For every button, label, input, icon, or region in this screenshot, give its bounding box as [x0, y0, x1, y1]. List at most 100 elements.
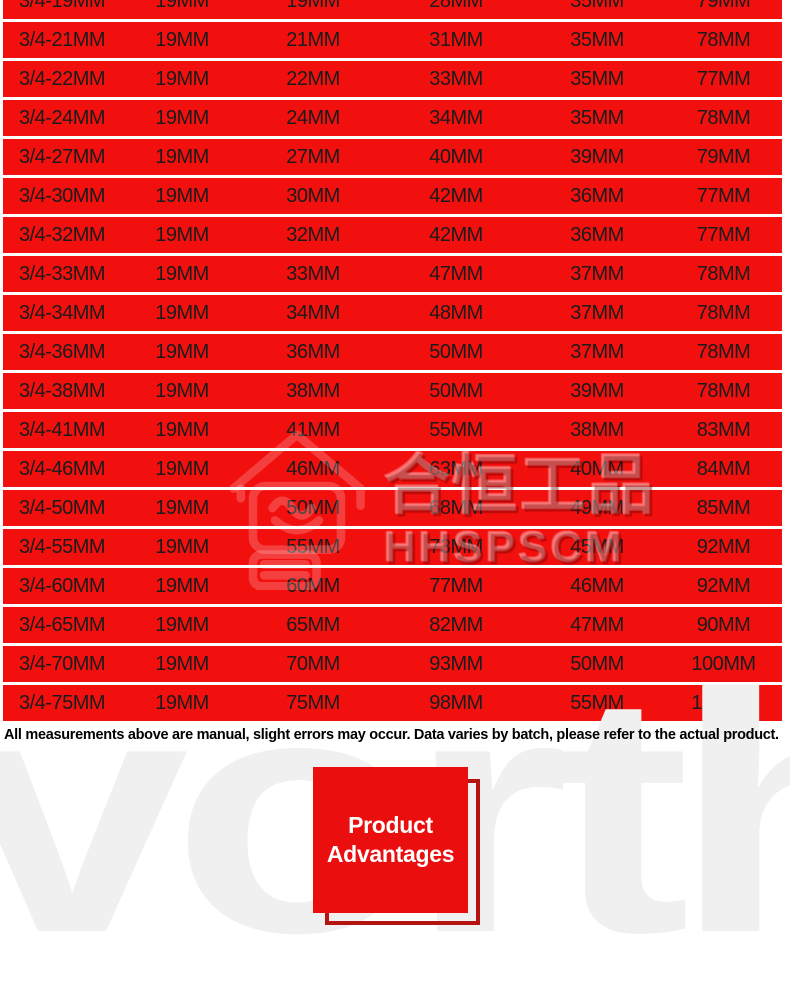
- table-cell: 73MM: [429, 535, 483, 558]
- badge-line-2: Advantages: [326, 841, 455, 867]
- table-cell: 19MM: [155, 418, 209, 441]
- table-cell: 19MM: [155, 574, 209, 597]
- table-cell: 3/4-50MM: [18, 496, 106, 519]
- table-cell: 19MM: [155, 535, 209, 558]
- table-cell: 19MM: [286, 0, 340, 12]
- table-cell: 38MM: [570, 418, 624, 441]
- table-row: 3/4-34MM 19MM 34MM 48MM 37MM 78MM: [3, 295, 782, 331]
- table-cell: 93MM: [429, 652, 483, 675]
- table-cell: 50MM: [286, 496, 340, 519]
- spec-table: 3/4-19MM 19MM 19MM 28MM 35MM 79MM 3/4-21MM 19MM…: [3, 0, 782, 721]
- table-cell: 35MM: [570, 67, 624, 90]
- table-row: 3/4-60MM 19MM 60MM 77MM 46MM 92MM: [3, 568, 782, 604]
- table-cell: 19MM: [155, 223, 209, 246]
- table-cell: 37MM: [570, 262, 624, 285]
- table-cell: 50MM: [429, 340, 483, 363]
- table-row: 3/4-19MM 19MM 19MM 28MM 35MM 79MM: [3, 0, 782, 19]
- table-cell: 19MM: [155, 457, 209, 480]
- table-cell: 78MM: [696, 379, 751, 402]
- table-cell: 19MM: [155, 28, 209, 51]
- table-cell: 90MM: [696, 613, 751, 636]
- table-cell: 77MM: [696, 67, 751, 90]
- table-cell: 36MM: [570, 184, 624, 207]
- table-cell: 30MM: [286, 184, 340, 207]
- table-cell: 19MM: [155, 379, 209, 402]
- table-cell: 34MM: [429, 106, 483, 129]
- table-cell: 19MM: [155, 652, 209, 675]
- table-cell: 40MM: [429, 145, 483, 168]
- table-cell: 19MM: [155, 262, 209, 285]
- table-row: 3/4-33MM 19MM 33MM 47MM 37MM 78MM: [3, 256, 782, 292]
- table-cell: 33MM: [286, 262, 340, 285]
- table-cell: 50MM: [429, 379, 483, 402]
- table-cell: 33MM: [429, 67, 483, 90]
- table-row: 3/4-32MM 19MM 32MM 42MM 36MM 77MM: [3, 217, 782, 253]
- table-cell: 55MM: [286, 535, 340, 558]
- table-cell: 83MM: [696, 418, 751, 441]
- table-cell: 46MM: [286, 457, 340, 480]
- table-cell: 68MM: [429, 496, 483, 519]
- table-cell: 35MM: [570, 0, 624, 12]
- table-cell: 92MM: [696, 574, 751, 597]
- table-cell: 19MM: [155, 184, 209, 207]
- table-cell: 36MM: [286, 340, 340, 363]
- table-cell: 19MM: [155, 691, 209, 714]
- table-row: 3/4-30MM 19MM 30MM 42MM 36MM 77MM: [3, 178, 782, 214]
- table-cell: 21MM: [286, 28, 340, 51]
- table-cell: 78MM: [696, 340, 751, 363]
- table-row: 3/4-22MM 19MM 22MM 33MM 35MM 77MM: [3, 61, 782, 97]
- table-cell: 3/4-65MM: [18, 613, 106, 636]
- table-cell: 85MM: [696, 496, 751, 519]
- table-cell: 75MM: [286, 691, 340, 714]
- table-cell: 98MM: [429, 691, 483, 714]
- table-cell: 82MM: [429, 613, 483, 636]
- table-cell: 55MM: [429, 418, 483, 441]
- table-row: 3/4-50MM 19MM 50MM 68MM 49MM 85MM: [3, 490, 782, 526]
- table-cell: 100MM: [691, 652, 756, 675]
- table-cell: 19MM: [155, 301, 209, 324]
- table-cell: 78MM: [696, 301, 751, 324]
- table-cell: 60MM: [286, 574, 340, 597]
- table-cell: 19MM: [155, 145, 209, 168]
- table-cell: 3/4-34MM: [18, 301, 106, 324]
- table-cell: 37MM: [570, 340, 624, 363]
- table-cell: 79MM: [696, 0, 751, 12]
- table-cell: 34MM: [286, 301, 340, 324]
- table-cell: 63MM: [429, 457, 483, 480]
- table-cell: 3/4-41MM: [18, 418, 106, 441]
- table-cell: 19MM: [155, 0, 209, 12]
- table-cell: 36MM: [570, 223, 624, 246]
- table-cell: 3/4-30MM: [18, 184, 106, 207]
- table-row: 3/4-27MM 19MM 27MM 40MM 39MM 79MM: [3, 139, 782, 175]
- table-cell: 3/4-38MM: [18, 379, 106, 402]
- table-cell: 46MM: [570, 574, 624, 597]
- table-cell: 3/4-32MM: [18, 223, 106, 246]
- table-cell: 70MM: [286, 652, 340, 675]
- table-cell: 77MM: [696, 223, 751, 246]
- table-cell: 37MM: [570, 301, 624, 324]
- table-cell: 31MM: [429, 28, 483, 51]
- table-cell: 3/4-22MM: [18, 67, 106, 90]
- table-cell: 84MM: [696, 457, 751, 480]
- table-cell: 35MM: [570, 28, 624, 51]
- badge-line-1: Product: [348, 811, 433, 838]
- table-row: 3/4-38MM 19MM 38MM 50MM 39MM 78MM: [3, 373, 782, 409]
- table-cell: 77MM: [429, 574, 483, 597]
- table-cell: 19MM: [155, 496, 209, 519]
- table-row: 3/4-21MM 19MM 21MM 31MM 35MM 78MM: [3, 22, 782, 58]
- table-cell: 49MM: [570, 496, 624, 519]
- table-cell: 42MM: [429, 223, 483, 246]
- table-cell: 3/4-27MM: [18, 145, 106, 168]
- table-cell: 39MM: [570, 379, 624, 402]
- table-row: 3/4-46MM 19MM 46MM 63MM 40MM 84MM: [3, 451, 782, 487]
- table-cell: 3/4-60MM: [18, 574, 106, 597]
- table-cell: 32MM: [286, 223, 340, 246]
- table-cell: 35MM: [570, 106, 624, 129]
- table-cell: 19MM: [155, 106, 209, 129]
- table-cell: 45MM: [570, 535, 624, 558]
- table-cell: 28MM: [429, 0, 483, 12]
- table-cell: 48MM: [429, 301, 483, 324]
- table-cell: 50MM: [570, 652, 624, 675]
- table-row: 3/4-65MM 19MM 65MM 82MM 47MM 90MM: [3, 607, 782, 643]
- table-cell: 19MM: [155, 67, 209, 90]
